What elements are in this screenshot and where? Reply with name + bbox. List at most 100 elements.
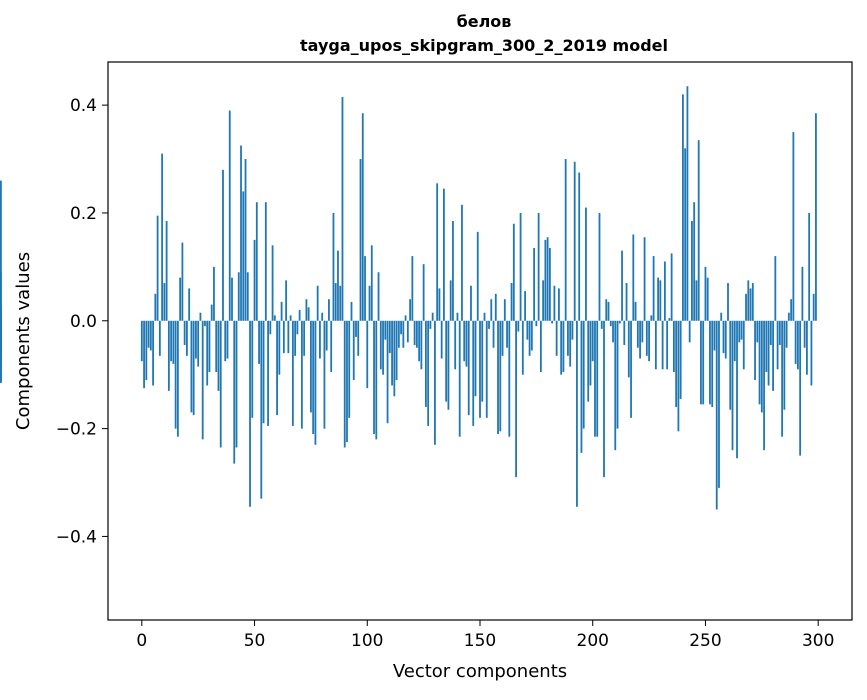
bar-275 — [760, 320, 763, 413]
bar-197 — [585, 207, 587, 321]
bar-75 — [310, 320, 312, 413]
bar-119 — [409, 299, 412, 321]
bar-219 — [634, 301, 637, 321]
bar-4 — [149, 320, 152, 351]
bar-288 — [790, 299, 793, 321]
bar-40 — [231, 277, 233, 321]
bar-36 — [222, 169, 224, 321]
bar-98 — [361, 113, 364, 321]
bar-250 — [704, 266, 707, 321]
bar-173 — [530, 320, 533, 351]
bar-108 — [384, 320, 387, 340]
bar-282 — [776, 320, 779, 370]
x-tick-label: 100 — [351, 631, 383, 651]
bar-116 — [402, 320, 405, 348]
bar-205 — [603, 320, 605, 478]
bar-157 — [494, 293, 497, 321]
bar-182 — [551, 320, 554, 324]
bar-15 — [174, 320, 177, 429]
bar-47 — [246, 272, 249, 321]
bar-259 — [724, 320, 727, 359]
bar-112 — [393, 320, 396, 397]
bar-181 — [548, 248, 551, 321]
bar-200 — [591, 320, 594, 362]
bar-2 — [145, 320, 148, 381]
bar-208 — [609, 320, 612, 327]
bar-164 — [510, 283, 513, 321]
bar-243 — [688, 320, 691, 343]
bar-127 — [427, 320, 430, 426]
bar-141 — [458, 320, 461, 437]
bar-194 — [578, 172, 581, 321]
chart-title: белов — [457, 12, 512, 31]
bar-3 — [147, 320, 150, 348]
bar-238 — [677, 320, 680, 432]
bar-228 — [654, 320, 657, 370]
x-tick-label: 0 — [136, 631, 147, 651]
bar-252 — [709, 320, 711, 405]
bar-68 — [294, 320, 297, 356]
bar-180 — [546, 237, 549, 321]
bar-96 — [357, 320, 360, 356]
bar-1 — [143, 320, 145, 389]
bar-240 — [682, 94, 684, 321]
bar-242 — [686, 86, 689, 321]
bar-81 — [323, 320, 326, 429]
bar-217 — [630, 320, 632, 418]
bar-230 — [659, 280, 662, 321]
y-tick-label: −0.4 — [56, 527, 97, 547]
bar-5 — [152, 320, 154, 386]
bar-168 — [519, 212, 522, 321]
bar-93 — [350, 301, 353, 321]
y-axis-label: Components values — [13, 252, 34, 430]
bar-179 — [544, 239, 547, 321]
bar-175 — [535, 320, 538, 327]
bar-149 — [476, 231, 479, 321]
bar-12 — [167, 320, 170, 391]
bar-121 — [413, 320, 416, 346]
bar-25 — [197, 320, 200, 367]
bar-27 — [201, 320, 204, 440]
bar-87 — [337, 250, 339, 321]
bar-30 — [208, 320, 211, 372]
bar-90 — [343, 320, 346, 448]
bar-109 — [386, 320, 389, 424]
bar-285 — [783, 320, 786, 410]
bar-0 — [140, 320, 143, 362]
bar-102 — [370, 245, 373, 321]
bar-258 — [722, 320, 725, 354]
bar-100 — [366, 320, 369, 389]
bar-23 — [192, 320, 195, 416]
bar-201 — [594, 320, 596, 437]
bar-73 — [305, 299, 308, 321]
bar-7 — [156, 215, 159, 321]
bar-55 — [264, 202, 267, 321]
bar-125 — [422, 264, 425, 321]
bar-117 — [404, 315, 407, 321]
bar-162 — [506, 320, 508, 348]
bar-120 — [411, 256, 414, 321]
bar-198 — [587, 320, 590, 402]
y-axis-ticks: −0.4 −0.2 0.0 0.2 0.4 — [56, 96, 108, 547]
bar-26 — [199, 312, 202, 321]
bar-57 — [269, 320, 272, 335]
bar-130 — [434, 320, 436, 445]
bar-212 — [618, 320, 621, 324]
bar-14 — [172, 320, 175, 364]
bar-10 — [163, 283, 166, 321]
bar-19 — [183, 320, 186, 346]
bar-299 — [815, 113, 817, 321]
bar-210 — [614, 320, 617, 451]
bar-48 — [249, 320, 251, 507]
bar-248 — [700, 320, 702, 405]
bar-297 — [810, 320, 813, 386]
bar-254 — [713, 320, 716, 351]
bar-124 — [420, 320, 423, 370]
bar-269 — [747, 280, 750, 321]
bar-131 — [436, 183, 439, 321]
bar-279 — [769, 320, 772, 346]
bar-65 — [287, 320, 290, 354]
bar-31 — [210, 304, 213, 321]
bar-207 — [607, 301, 610, 321]
